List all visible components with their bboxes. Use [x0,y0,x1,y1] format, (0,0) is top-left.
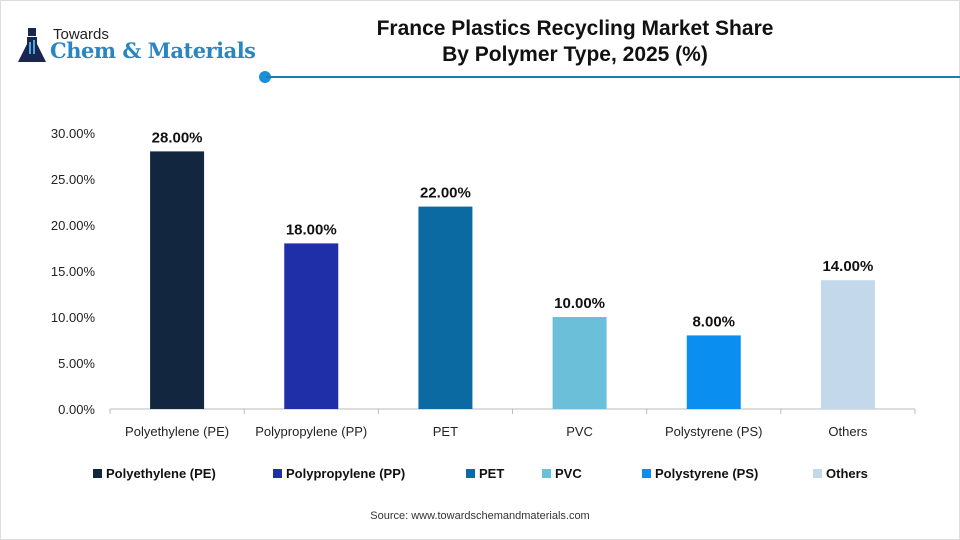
legend-label: PET [479,466,505,481]
y-tick-label: 25.00% [51,172,96,187]
x-tick-label: PVC [566,424,593,439]
legend: Polyethylene (PE) Polypropylene (PP) PET PV… [0,466,960,484]
y-tick-label: 0.00% [58,402,95,417]
logo-text-main: Chem & Materials [50,38,256,63]
legend-swatch [642,469,651,478]
x-tick-label: PET [433,424,458,439]
bar [552,317,607,409]
data-label: 14.00% [822,258,873,275]
data-label: 8.00% [692,313,735,330]
title-line-2: By Polymer Type, 2025 (%) [442,43,708,66]
legend-swatch [466,469,475,478]
logo-text-top: Towards [53,26,109,43]
legend-swatch [813,469,822,478]
bar [150,151,205,409]
bar [820,280,875,409]
legend-item: Polystyrene (PS) [642,466,758,481]
legend-label: Polyethylene (PE) [106,466,216,481]
y-tick-label: 5.00% [58,356,95,371]
data-label: 10.00% [554,295,605,312]
legend-item: Polypropylene (PP) [273,466,405,481]
flask-icon [18,28,46,62]
y-tick-label: 20.00% [51,218,96,233]
y-tick-label: 10.00% [51,310,96,325]
legend-label: Others [826,466,868,481]
legend-label: PVC [555,466,582,481]
legend-item: Polyethylene (PE) [93,466,216,481]
chart-title: France Plastics Recycling Market Share B… [330,16,820,68]
x-tick-label: Others [828,424,868,439]
legend-item: PET [466,466,504,481]
bar [418,206,473,409]
data-label: 18.00% [286,221,337,238]
legend-swatch [273,469,282,478]
legend-label: Polystyrene (PS) [655,466,759,481]
x-tick-label: Polystyrene (PS) [665,424,763,439]
y-tick-label: 30.00% [51,126,96,141]
data-label: 28.00% [152,129,203,146]
legend-item: Others [813,466,868,481]
source-note: Source: www.towardschemandmaterials.com [370,510,590,522]
x-tick-label: Polypropylene (PP) [255,424,367,439]
logo: Towards Chem & Materials [17,26,257,66]
title-line-1: France Plastics Recycling Market Share [376,17,774,40]
title-rule [266,76,960,78]
bar [686,335,741,409]
data-label: 22.00% [420,185,471,202]
y-tick-label: 15.00% [51,264,96,279]
legend-item: PVC [542,466,582,481]
title-rule-dot [259,71,271,83]
bar [284,243,339,409]
legend-label: Polypropylene (PP) [286,466,406,481]
legend-swatch [93,469,102,478]
x-tick-label: Polyethylene (PE) [125,424,229,439]
legend-swatch [542,469,551,478]
